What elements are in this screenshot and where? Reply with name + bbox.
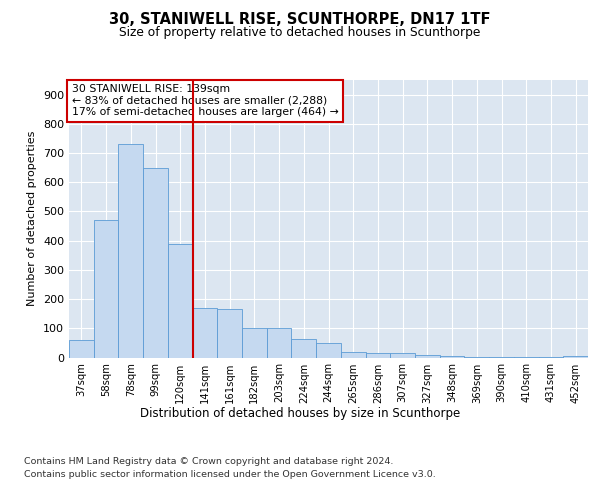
Text: 30, STANIWELL RISE, SCUNTHORPE, DN17 1TF: 30, STANIWELL RISE, SCUNTHORPE, DN17 1TF [109,12,491,28]
Bar [292,338,316,357]
Text: Distribution of detached houses by size in Scunthorpe: Distribution of detached houses by size … [140,408,460,420]
Text: Contains public sector information licensed under the Open Government Licence v3: Contains public sector information licen… [24,470,436,479]
Text: Contains HM Land Registry data © Crown copyright and database right 2024.: Contains HM Land Registry data © Crown c… [24,458,394,466]
Bar [390,353,415,358]
Bar [489,357,514,358]
Bar [267,328,292,358]
Bar [118,144,143,358]
Bar [69,340,94,357]
Bar [94,220,118,358]
Bar [440,356,464,358]
Bar [563,356,588,358]
Y-axis label: Number of detached properties: Number of detached properties [28,131,37,306]
Bar [242,328,267,358]
Bar [464,356,489,358]
Bar [168,244,193,358]
Bar [341,352,365,358]
Text: 30 STANIWELL RISE: 139sqm
← 83% of detached houses are smaller (2,288)
17% of se: 30 STANIWELL RISE: 139sqm ← 83% of detac… [71,84,338,117]
Bar [193,308,217,358]
Bar [415,355,440,358]
Bar [143,168,168,358]
Text: Size of property relative to detached houses in Scunthorpe: Size of property relative to detached ho… [119,26,481,39]
Bar [365,353,390,358]
Bar [316,343,341,357]
Bar [217,310,242,358]
